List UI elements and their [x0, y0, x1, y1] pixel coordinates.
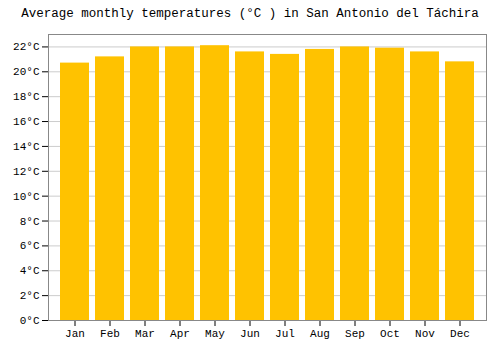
svg-text:20°C: 20°C: [13, 66, 40, 78]
svg-text:6°C: 6°C: [20, 240, 40, 252]
svg-text:Apr: Apr: [170, 328, 190, 340]
svg-text:22°C: 22°C: [13, 41, 40, 53]
svg-text:Jan: Jan: [65, 328, 85, 340]
svg-text:May: May: [205, 328, 225, 340]
svg-text:0°C: 0°C: [20, 315, 40, 327]
svg-text:Sep: Sep: [345, 328, 365, 340]
svg-text:Mar: Mar: [135, 328, 155, 340]
svg-text:Dec: Dec: [450, 328, 470, 340]
svg-text:12°C: 12°C: [13, 166, 40, 178]
svg-text:4°C: 4°C: [20, 265, 40, 277]
svg-text:Jun: Jun: [240, 328, 260, 340]
svg-text:18°C: 18°C: [13, 91, 40, 103]
html-text:Average monthly temperatures (: Average monthly temperatures (°C ) in Sa…: [21, 7, 479, 21]
svg-text:10°C: 10°C: [13, 191, 40, 203]
svg-text:Jul: Jul: [275, 328, 295, 340]
svg-text:Nov: Nov: [415, 328, 435, 340]
svg-text:Aug: Aug: [310, 328, 330, 340]
svg-text:Feb: Feb: [100, 328, 120, 340]
svg-text:14°C: 14°C: [13, 141, 40, 153]
svg-text:8°C: 8°C: [20, 216, 40, 228]
svg-text:16°C: 16°C: [13, 116, 40, 128]
svg-text:2°C: 2°C: [20, 290, 40, 302]
svg-text:Oct: Oct: [380, 328, 400, 340]
